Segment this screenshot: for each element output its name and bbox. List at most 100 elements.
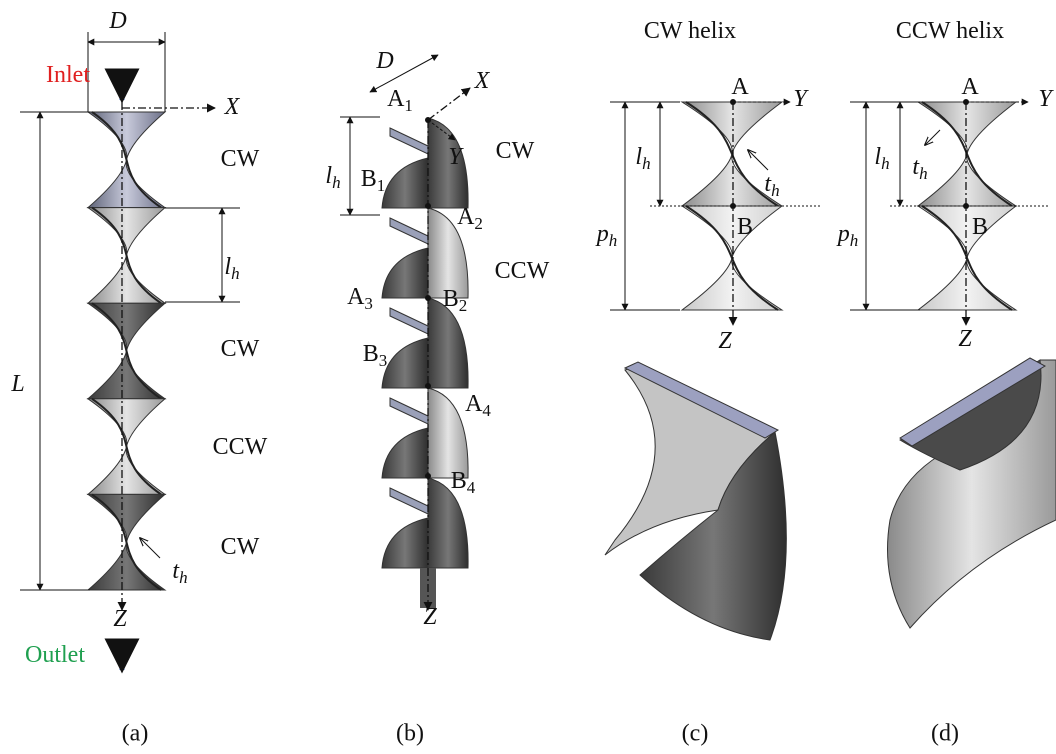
panel-caption: (b)	[396, 721, 424, 747]
label-text: Z	[718, 328, 732, 354]
label-text: Z	[958, 326, 972, 352]
label: CW	[221, 534, 260, 560]
label-text: D	[108, 8, 126, 34]
helix-fin	[390, 128, 428, 154]
label: ph	[595, 221, 618, 250]
label: Z	[718, 328, 732, 354]
helix-fin	[390, 398, 428, 424]
label-subscript: 1	[404, 96, 413, 115]
label-subscript: h	[850, 231, 859, 250]
label-text: CW helix	[644, 18, 736, 44]
label-text: X	[474, 68, 491, 94]
helix-blade	[382, 428, 428, 478]
helix-blade	[382, 518, 428, 568]
label: D	[108, 8, 126, 34]
label: CCW	[213, 434, 268, 460]
label: Z	[958, 326, 972, 352]
label: th	[764, 171, 779, 200]
label-text: CW	[221, 534, 260, 560]
label: A3	[347, 284, 373, 313]
label-text: CCW	[213, 434, 268, 460]
label-subscript: h	[231, 264, 240, 283]
label: ph	[836, 221, 859, 250]
label-text: p	[836, 221, 850, 247]
label: Z	[113, 606, 127, 632]
label: CW	[221, 146, 260, 172]
label-subscript: 3	[379, 351, 388, 370]
label-subscript: h	[609, 231, 618, 250]
label: th	[172, 558, 187, 587]
label: B	[737, 214, 753, 240]
label: A	[961, 74, 979, 100]
label-text: CW	[496, 138, 535, 164]
label-text: CW	[221, 146, 260, 172]
label-text: Z	[423, 604, 437, 630]
label: Y	[793, 86, 809, 112]
label-text: B	[737, 214, 753, 240]
helix-blade	[382, 158, 428, 208]
label: Z	[423, 604, 437, 630]
label: lh	[635, 144, 650, 173]
label-text: Y	[793, 86, 809, 112]
label-subscript: h	[771, 181, 780, 200]
label-text: A	[457, 204, 475, 230]
label-text: B	[451, 468, 467, 494]
label: X	[224, 94, 241, 120]
label-text: B	[972, 214, 988, 240]
helix-fin	[390, 488, 428, 514]
helix-blade	[428, 388, 468, 478]
label-text: Z	[113, 606, 127, 632]
label-subscript: h	[919, 164, 928, 183]
panel-caption: (c)	[682, 721, 709, 747]
label: A1	[387, 86, 413, 115]
label-subscript: 3	[364, 294, 373, 313]
label-subscript: 4	[482, 401, 491, 420]
label: lh	[325, 163, 340, 192]
label-subscript: h	[642, 154, 651, 173]
label: CCW helix	[896, 18, 1004, 44]
label-text: CW	[221, 336, 260, 362]
label-text: Outlet	[25, 642, 85, 668]
label-subscript: h	[179, 568, 188, 587]
label-text: p	[595, 221, 609, 247]
label-subscript: 1	[377, 176, 386, 195]
label-text: A	[465, 391, 483, 417]
label: A	[731, 74, 749, 100]
label: A2	[457, 204, 483, 233]
label-subscript: 2	[474, 214, 483, 233]
panel-caption: (a)	[122, 721, 149, 747]
label: B	[972, 214, 988, 240]
label-text: B	[363, 341, 379, 367]
label-subscript: h	[332, 173, 341, 192]
panel-caption: (d)	[931, 721, 959, 747]
helix-blade	[382, 248, 428, 298]
label: CW helix	[644, 18, 736, 44]
label: Inlet	[46, 62, 90, 88]
figure: (a)DInletXCWlhLCWCCWCWthZOutlet(b)DA1XYC…	[0, 0, 1056, 754]
label: CW	[496, 138, 535, 164]
label-text: A	[347, 284, 365, 310]
label: lh	[874, 144, 889, 173]
helix-blade	[382, 338, 428, 388]
label-text: A	[387, 86, 405, 112]
label: X	[474, 68, 491, 94]
label-text: B	[361, 166, 377, 192]
label: CCW	[495, 258, 550, 284]
label-text: Inlet	[46, 62, 90, 88]
label-subscript: 4	[467, 478, 476, 497]
label: B1	[361, 166, 386, 195]
label-text: A	[961, 74, 979, 100]
label: A4	[465, 391, 491, 420]
label-text: X	[224, 94, 241, 120]
label-subscript: h	[881, 154, 890, 173]
label-text: D	[375, 48, 393, 74]
label: Outlet	[25, 642, 85, 668]
label-text: L	[10, 371, 24, 397]
label: D	[375, 48, 393, 74]
label: CW	[221, 336, 260, 362]
label-text: CCW helix	[896, 18, 1004, 44]
label: th	[912, 154, 927, 183]
label-text: CCW	[495, 258, 550, 284]
label: B4	[451, 468, 476, 497]
